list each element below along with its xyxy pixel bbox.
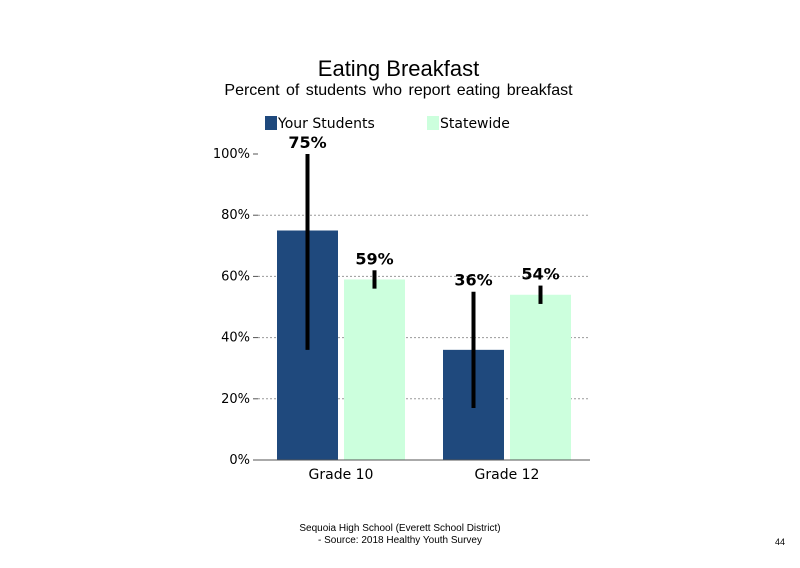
- footer: Sequoia High School (Everett School Dist…: [200, 523, 600, 547]
- chart-title: Eating Breakfast: [317, 56, 480, 81]
- data-label: 36%: [454, 271, 492, 290]
- bar-statewide-1: [510, 294, 571, 460]
- page-number: 44: [774, 537, 785, 547]
- chart-subtitle: Percent of students who report eating br…: [224, 82, 573, 99]
- legend-swatch: [427, 116, 439, 130]
- bar-statewide-0: [344, 279, 405, 460]
- x-tick-label: Grade 10: [309, 467, 374, 483]
- data-label: 75%: [288, 133, 326, 152]
- y-tick-label: 100%: [213, 147, 250, 162]
- y-tick-label: 20%: [221, 392, 250, 407]
- data-label: 59%: [355, 249, 393, 268]
- y-tick-label: 40%: [221, 331, 250, 346]
- bar-chart: 0% 20% 40% 60% 80% 100% 75% 59% Grade 10 36% 54% Gr…: [213, 116, 590, 483]
- x-tick-label: Grade 12: [475, 467, 540, 483]
- footer-school: Sequoia High School (Everett School Dist…: [299, 523, 501, 534]
- data-label: 54%: [521, 265, 559, 284]
- y-tick-label: 60%: [221, 269, 250, 284]
- legend-label: Statewide: [440, 116, 510, 132]
- y-tick-label: 80%: [221, 208, 250, 223]
- footer-source: - Source: 2018 Healthy Youth Survey: [318, 535, 482, 546]
- legend-swatch: [265, 116, 277, 130]
- y-tick-label: 0%: [229, 453, 250, 468]
- legend-label: Your Students: [277, 116, 375, 132]
